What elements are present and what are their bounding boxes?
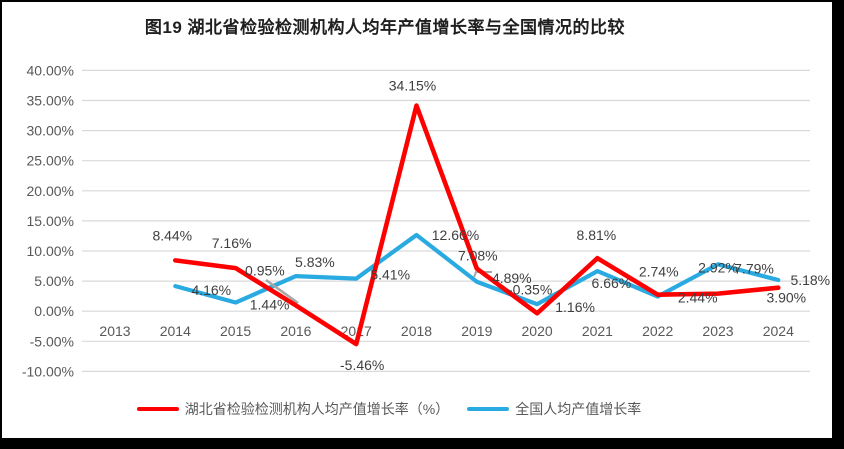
data-label-national-2014: 4.16% xyxy=(191,282,231,298)
data-label-hubei-2018: 34.15% xyxy=(389,78,436,94)
data-label-hubei-2023: 2.92% xyxy=(698,260,738,276)
legend-line-sample-blue xyxy=(467,406,510,412)
data-label-national-2016: 5.83% xyxy=(295,254,335,270)
legend-item-national: 全国人均产值增长率 xyxy=(467,399,641,419)
x-axis-tick-label: 2014 xyxy=(160,323,191,339)
x-axis-tick-label: 2017 xyxy=(341,323,372,339)
data-label-national-2015: 1.44% xyxy=(250,297,290,313)
data-label-hubei-2015: 7.16% xyxy=(212,235,252,251)
x-axis-tick-label: 2019 xyxy=(461,323,492,339)
x-axis-tick-label: 2015 xyxy=(220,323,251,339)
x-axis-tick-label: 2023 xyxy=(702,323,733,339)
series-line-hubei xyxy=(173,103,781,347)
data-label-national-2022: 2.44% xyxy=(678,290,718,306)
y-axis-tick-label: 10.00% xyxy=(27,243,74,259)
data-label-hubei-2017: -5.46% xyxy=(340,357,384,373)
legend: 湖北省检验检测机构人均产值增长率（%） 全国人均产值增长率 xyxy=(0,399,778,419)
y-axis-tick-label: 25.00% xyxy=(27,153,74,169)
data-label-hubei-2016: 0.95% xyxy=(245,262,285,278)
data-label-national-2019: 4.89% xyxy=(492,270,532,286)
x-axis-tick-label: 2024 xyxy=(763,323,794,339)
chart-canvas xyxy=(2,2,832,438)
x-axis-tick-label: 2016 xyxy=(280,323,311,339)
y-axis-tick-label: 5.00% xyxy=(34,273,74,289)
x-axis-tick-label: 2021 xyxy=(582,323,613,339)
data-label-hubei-2021: 8.81% xyxy=(577,227,617,243)
chart-title: 图19 湖北省检验检测机构人均年产值增长率与全国情况的比较 xyxy=(144,18,626,37)
data-label-hubei-2020: -0.35% xyxy=(508,281,552,297)
label-leader-line xyxy=(473,271,492,278)
y-axis-tick-label: 30.00% xyxy=(27,123,74,139)
y-axis-tick-label: 15.00% xyxy=(27,213,74,229)
data-label-hubei-2022: 2.74% xyxy=(639,264,679,280)
legend-label-national: 全国人均产值增长率 xyxy=(515,401,642,417)
data-label-national-2021: 6.66% xyxy=(592,275,632,291)
legend-item-hubei: 湖北省检验检测机构人均产值增长率（%） xyxy=(136,399,450,419)
y-axis-tick-label: -5.00% xyxy=(30,333,74,349)
data-label-national-2024: 5.18% xyxy=(790,272,830,288)
legend-label-hubei: 湖北省检验检测机构人均产值增长率（%） xyxy=(184,401,450,417)
data-label-hubei-2014: 8.44% xyxy=(152,227,192,243)
legend-line-sample-red xyxy=(136,406,179,412)
series-line-national xyxy=(173,232,781,307)
x-axis-tick-label: 2013 xyxy=(99,323,130,339)
data-label-national-2020: 1.16% xyxy=(555,299,595,315)
y-axis-tick-label: 40.00% xyxy=(27,62,74,78)
y-axis-tick-label: -10.00% xyxy=(22,363,74,379)
data-label-hubei-2024: 3.90% xyxy=(766,290,806,306)
y-axis-tick-label: 0.00% xyxy=(34,303,74,319)
y-axis-tick-label: 20.00% xyxy=(27,183,74,199)
label-leader-line xyxy=(265,278,299,305)
x-axis-tick-label: 2022 xyxy=(642,323,673,339)
data-label-national-2017: 5.41% xyxy=(370,267,410,283)
x-axis-tick-label: 2020 xyxy=(522,323,553,339)
x-axis-tick-label: 2018 xyxy=(401,323,432,339)
data-label-national-2018: 12.66% xyxy=(432,227,479,243)
y-axis-tick-label: 35.00% xyxy=(27,93,74,109)
data-label-hubei-2019: 7.08% xyxy=(458,248,498,264)
data-label-national-2023: 7.79% xyxy=(734,260,774,276)
